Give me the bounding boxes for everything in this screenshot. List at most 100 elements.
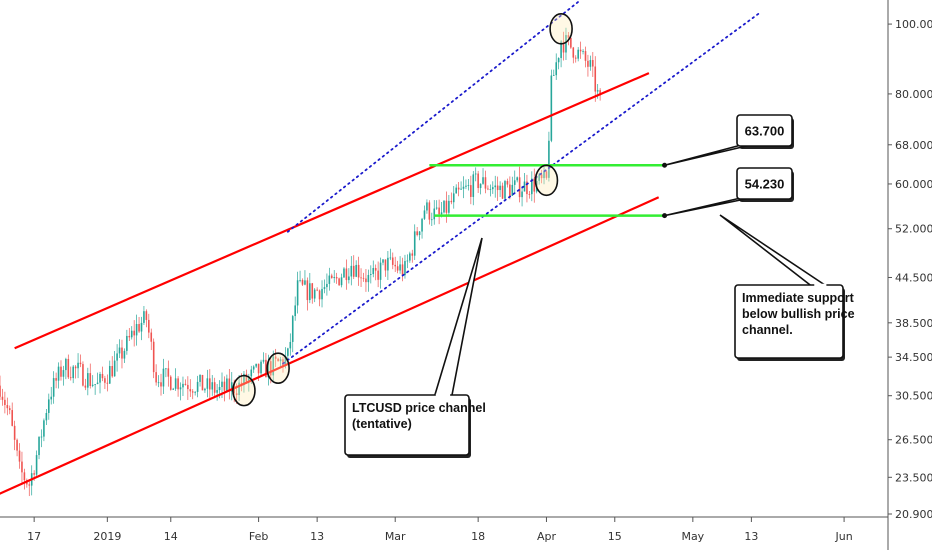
candle-body xyxy=(596,90,599,92)
candle-body xyxy=(265,359,267,378)
candle-body xyxy=(11,410,13,426)
candle-body xyxy=(1,396,4,400)
callout-pointer xyxy=(664,143,756,167)
candle-body xyxy=(72,366,74,379)
candle-body xyxy=(262,359,265,362)
candle-body xyxy=(423,210,426,219)
candle-body xyxy=(96,382,99,385)
candle-body xyxy=(389,257,392,259)
candle-body xyxy=(216,390,218,393)
time-tick-label: 2019 xyxy=(93,530,121,543)
candle-body xyxy=(201,374,204,391)
candle-body xyxy=(299,280,301,281)
candle-body xyxy=(4,399,6,406)
candle-body xyxy=(60,366,62,377)
time-tick-label: 15 xyxy=(608,530,622,543)
time-tick-label: May xyxy=(681,530,704,543)
candle-body xyxy=(352,265,355,277)
candle-body xyxy=(55,378,57,381)
candle-body xyxy=(0,385,1,397)
candle-body xyxy=(113,360,116,377)
candle-body xyxy=(250,369,253,377)
candle-body xyxy=(330,275,333,279)
candle-body xyxy=(409,253,411,261)
candle-body xyxy=(489,189,492,190)
candle-body xyxy=(509,184,511,196)
candle-body xyxy=(99,373,101,383)
candle-body xyxy=(416,231,418,236)
price-tick-label: 44.500 xyxy=(895,271,932,284)
candle-body xyxy=(543,171,545,179)
candle-body xyxy=(160,382,162,387)
candle-body xyxy=(230,382,233,392)
candle-body xyxy=(67,358,70,378)
note-text-line: Immediate support xyxy=(742,291,855,305)
candle-body xyxy=(165,368,167,370)
candle-body xyxy=(16,439,18,451)
candle-body xyxy=(245,373,248,382)
candle-body xyxy=(460,188,462,190)
candle-body xyxy=(401,264,404,276)
channel-note: LTCUSD price channel (tentative) xyxy=(344,237,486,458)
candle-body xyxy=(47,399,50,413)
candle-body xyxy=(128,335,131,338)
candle-body xyxy=(574,57,577,59)
candle-body xyxy=(499,185,501,191)
candlesticks xyxy=(0,27,601,497)
candle-body xyxy=(130,330,133,338)
candle-body xyxy=(189,389,192,392)
candle-body xyxy=(187,384,189,390)
note-pointer xyxy=(719,214,829,288)
price-axis[interactable]: 100.000 80.000 68.000 60.000 52.000 44.500 38.… xyxy=(887,0,932,550)
candle-body xyxy=(238,382,240,396)
candle-body xyxy=(470,185,472,197)
candle-body xyxy=(382,259,384,263)
candle-body xyxy=(91,384,94,386)
candle-body xyxy=(18,450,21,462)
highlight-circle xyxy=(266,352,290,385)
candle-body xyxy=(433,208,436,220)
candle-body xyxy=(506,181,509,185)
candle-body xyxy=(74,366,77,369)
candle-body xyxy=(399,264,401,271)
callout-label: 54.230 xyxy=(745,177,785,192)
candle-body xyxy=(572,47,575,58)
support-note: Immediate support below bullish price chan… xyxy=(719,214,855,361)
candle-body xyxy=(279,359,282,362)
candle-body xyxy=(284,355,287,366)
candle-body xyxy=(28,484,31,486)
candle-body xyxy=(272,356,275,376)
candle-body xyxy=(501,185,504,199)
note-text-line: LTCUSD price channel xyxy=(352,401,486,415)
candle-body xyxy=(343,268,345,278)
candle-body xyxy=(494,185,497,188)
candle-body xyxy=(445,200,448,213)
annotations: 63.700 54.230 LTCUSD price channel (tentati… xyxy=(232,13,855,458)
candle-body xyxy=(584,51,587,61)
candle-body xyxy=(523,181,526,192)
candle-body xyxy=(57,366,60,381)
time-tick-label: 14 xyxy=(164,530,178,543)
candle-body xyxy=(123,350,126,359)
candle-body xyxy=(362,277,365,279)
candle-body xyxy=(309,283,311,301)
candle-body xyxy=(174,378,177,389)
candle-body xyxy=(421,218,423,232)
candle-body xyxy=(491,187,494,190)
candle-body xyxy=(177,378,179,390)
candle-body xyxy=(426,202,428,211)
candle-body xyxy=(13,425,16,440)
candle-body xyxy=(257,363,260,374)
candle-body xyxy=(40,436,43,438)
candle-body xyxy=(394,264,397,267)
candle-body xyxy=(582,51,584,52)
time-axis[interactable]: 17 2019 14 Feb 13 Mar 18 Apr 15 May 13 Jun xyxy=(0,516,888,543)
candle-body xyxy=(6,405,9,409)
candle-body xyxy=(589,60,592,67)
candle-body xyxy=(355,264,357,277)
candle-body xyxy=(204,388,206,391)
candle-body xyxy=(484,177,487,189)
note-pointer xyxy=(433,237,483,398)
candle-body xyxy=(552,75,555,76)
